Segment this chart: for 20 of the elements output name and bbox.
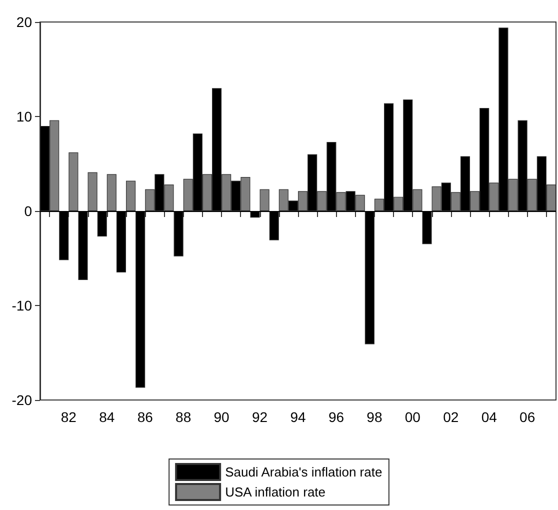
- y-tick-label: -10: [12, 298, 32, 314]
- x-tick-label: 94: [290, 409, 306, 425]
- x-tick-label: 84: [99, 409, 115, 425]
- x-tick-label: 82: [60, 409, 77, 425]
- x-tick-label: 00: [404, 409, 421, 425]
- x-tick-label: 90: [214, 409, 230, 425]
- x-tick-label: 88: [176, 409, 192, 425]
- x-tick-label: 98: [366, 409, 382, 425]
- x-tick-label: 96: [328, 409, 344, 425]
- y-tick-label: 10: [16, 108, 32, 124]
- x-tick-label: 04: [481, 409, 498, 425]
- x-tick-label: 06: [520, 409, 536, 425]
- y-tick-label: 0: [24, 203, 32, 219]
- y-tick-label: -20: [12, 392, 32, 408]
- x-tick-label: 02: [443, 409, 459, 425]
- x-tick-label: 92: [252, 409, 268, 425]
- x-tick-label: 86: [137, 409, 154, 425]
- legend-label: Saudi Arabia's inflation rate: [225, 464, 382, 480]
- y-tick-label: 20: [16, 14, 32, 30]
- legend-label: USA inflation rate: [225, 484, 326, 500]
